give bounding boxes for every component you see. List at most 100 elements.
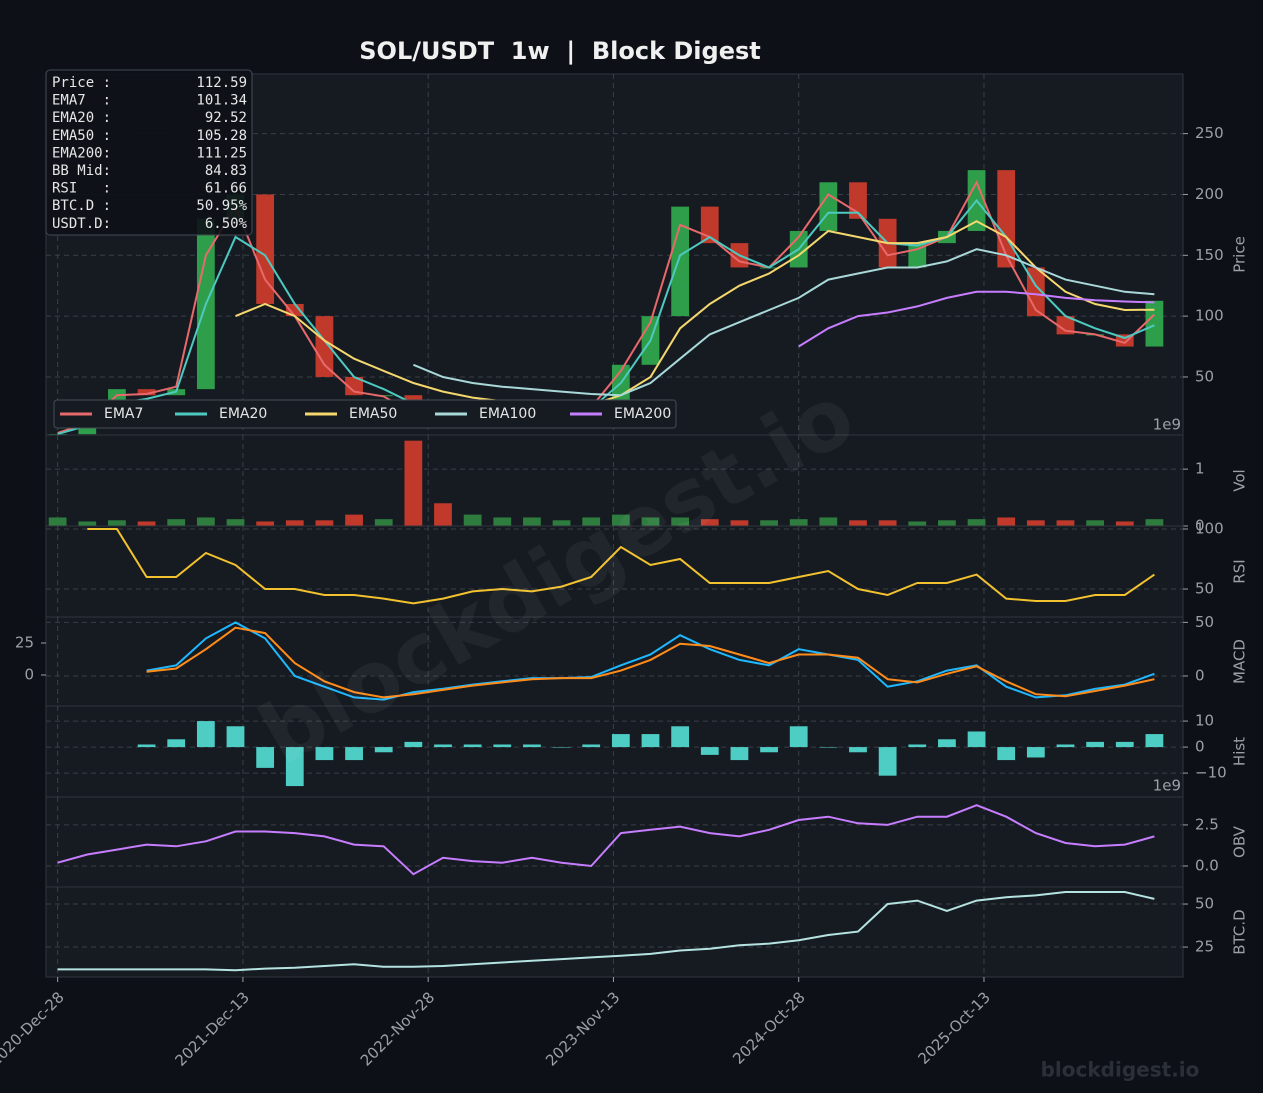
info-label: EMA20 : (52, 110, 111, 126)
bar (938, 739, 956, 748)
bar (404, 440, 423, 526)
bar (641, 517, 660, 526)
panel (45, 616, 1184, 707)
legend-label: EMA200 (614, 406, 671, 422)
y-tick-label: 150 (1195, 246, 1224, 264)
y-tick-label: −10 (1195, 764, 1227, 782)
y-tick-label: 50 (1195, 580, 1214, 598)
series-line (57, 891, 1155, 972)
axis-label: OBV (1231, 825, 1249, 858)
bar (196, 517, 215, 526)
y-tick-label: 100 (1195, 520, 1224, 538)
bar (671, 517, 690, 526)
panel (45, 525, 1184, 618)
info-value: 84.83 (205, 163, 247, 179)
info-value: 6.50% (205, 216, 248, 232)
candle (345, 376, 363, 396)
series-line (57, 198, 1155, 436)
info-box (45, 69, 253, 236)
info-label: BTC.D : (52, 198, 111, 214)
series-line (146, 621, 1155, 701)
bar (938, 520, 956, 526)
info-label: RSI : (52, 181, 111, 197)
bar (374, 519, 393, 526)
info-value: 105.28 (196, 128, 247, 144)
y-tick-label: 0 (1195, 738, 1205, 756)
bar (582, 744, 601, 748)
bar (730, 520, 749, 526)
bar (523, 744, 541, 748)
info-value: 50.95% (196, 198, 247, 214)
bar (819, 517, 838, 526)
panel (45, 886, 1184, 978)
legend-label: EMA20 (219, 406, 267, 422)
candle (137, 389, 156, 396)
bar (108, 520, 126, 526)
bar (997, 517, 1016, 526)
series-line (798, 290, 1155, 348)
info-label: EMA200: (52, 145, 111, 161)
legend-label: EMA7 (104, 406, 143, 422)
y-tick-label: 200 (1195, 185, 1224, 203)
bar (374, 747, 393, 753)
bar (849, 747, 867, 753)
candle (1056, 316, 1075, 335)
series-line (235, 220, 1155, 406)
series-line (87, 528, 1155, 605)
series-line (146, 626, 1155, 699)
bar (463, 744, 482, 748)
y-tick-label: 2.5 (1195, 815, 1219, 833)
y-tick-label: 250 (1195, 124, 1224, 142)
candle (819, 182, 838, 231)
bar (611, 734, 630, 748)
y-tick-label: 0 (1195, 666, 1205, 684)
bar (493, 744, 512, 748)
bar (434, 503, 452, 526)
bar (908, 744, 927, 748)
y-tick-label: 50 (1195, 367, 1214, 385)
axis-label: RSI (1231, 559, 1249, 583)
info-value: 92.52 (205, 110, 247, 126)
panel (45, 796, 1184, 888)
bar (789, 519, 808, 526)
bar (285, 520, 304, 526)
y-tick-label: 100 (1195, 307, 1224, 325)
y-tick-label: 10 (1195, 712, 1214, 730)
bar (967, 519, 986, 526)
bar (226, 726, 245, 748)
bar (1086, 520, 1105, 526)
bar (256, 521, 275, 526)
bar (463, 514, 482, 526)
bar (78, 521, 97, 526)
bar (671, 726, 690, 748)
info-label: BB Mid: (52, 163, 111, 179)
bar (1115, 521, 1134, 526)
bar (345, 514, 363, 526)
watermark: blockdigest.io (1041, 1058, 1200, 1082)
legend: EMA7 EMA20 EMA50 EMA100 EMA200 (53, 399, 677, 429)
info-value: 101.34 (196, 93, 247, 109)
bar (700, 747, 719, 755)
panel (45, 434, 1184, 527)
candle (1145, 300, 1164, 347)
y2-tick-label: 25 (15, 633, 34, 651)
axis-label: MACD (1231, 639, 1249, 684)
bar (345, 747, 363, 761)
bar (849, 520, 867, 526)
candle (285, 303, 304, 317)
legend-label: EMA100 (479, 406, 536, 422)
legend-label: EMA50 (349, 406, 397, 422)
axis-label: Hist (1231, 737, 1249, 766)
series-line (57, 804, 1155, 876)
y-tick-label: 25 (1195, 938, 1214, 956)
bar (48, 517, 67, 526)
info-value: 112.59 (196, 75, 247, 91)
candle (256, 194, 275, 304)
bar (819, 747, 838, 748)
bar (878, 747, 897, 776)
bar (285, 747, 304, 787)
info-label: EMA50 : (52, 128, 111, 144)
axis-label: Vol (1231, 469, 1249, 491)
axis-label: BTC.D (1231, 909, 1249, 954)
y-tick-label: 0 (1195, 517, 1205, 535)
